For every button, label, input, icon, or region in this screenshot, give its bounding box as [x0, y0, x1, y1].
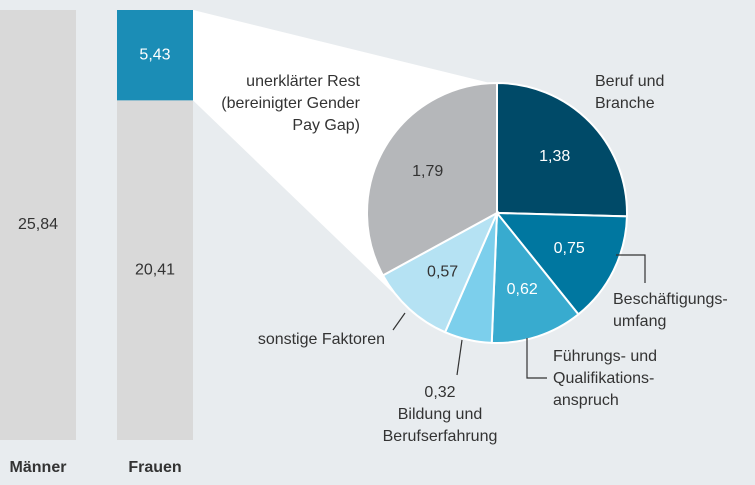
slice-label: sonstige Faktoren [258, 331, 385, 348]
bar-segment [117, 10, 193, 101]
slice-label: unerklärter Rest (bereinigter Gender Pay G… [221, 73, 360, 134]
leader-line [456, 339, 463, 376]
bar-segment [117, 100, 193, 440]
bar-value-label: 20,41 [135, 261, 175, 278]
pie-slice [381, 210, 500, 334]
bar-segment [0, 10, 76, 440]
leader-line [616, 254, 646, 283]
slice-value-label: 0,57 [427, 264, 458, 281]
slice-value-label: 0,62 [507, 281, 538, 298]
slice-label: Führungs- und Qualifikations-anspruch [553, 348, 657, 409]
leader-line [392, 312, 406, 331]
category-label: Frauen [128, 459, 181, 476]
bar-value-label: 25,84 [18, 216, 58, 233]
leader-line [526, 338, 547, 379]
pie-slice [494, 211, 628, 316]
bar-value-label: 5,43 [139, 46, 170, 63]
slice-value-label: 1,79 [412, 163, 443, 180]
slice-label: Beruf und Branche [595, 73, 664, 112]
pie-slice [496, 81, 628, 218]
slice-label: Bildung und Berufserfahrung [383, 406, 498, 445]
slice-value-label: 0,32 [424, 384, 455, 401]
pie-slice [490, 210, 580, 344]
slice-value-label: 0,75 [554, 240, 585, 257]
category-label: Männer [10, 459, 67, 476]
slice-label: Beschäftigungs-umfang [613, 291, 728, 330]
slice-value-label: 1,38 [539, 148, 570, 165]
pie-slice [366, 81, 498, 277]
